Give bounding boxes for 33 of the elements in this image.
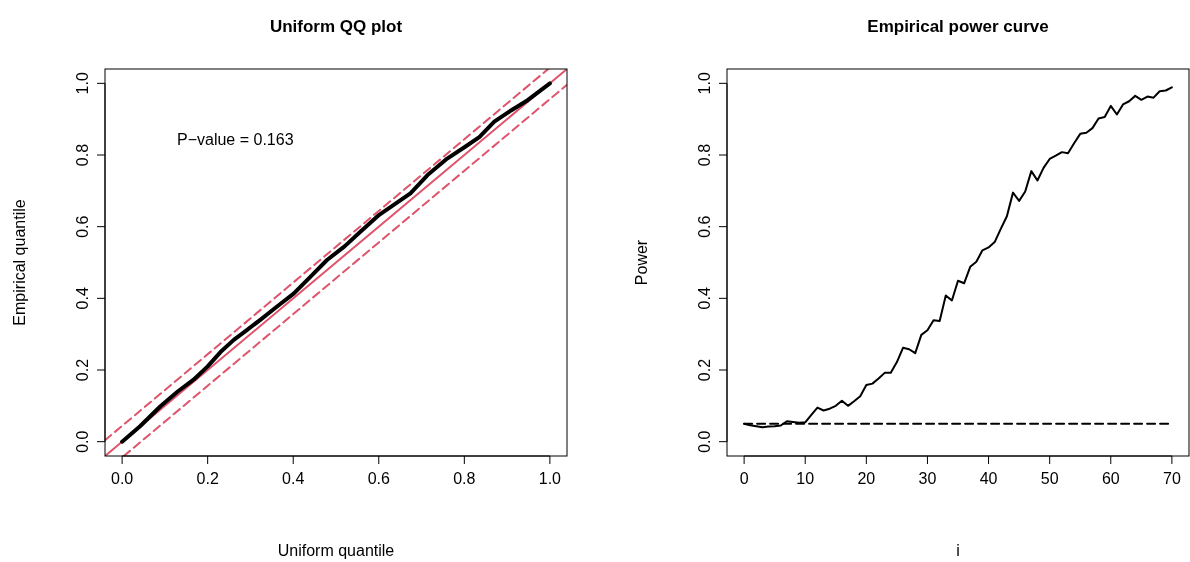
x-axis-title: i [956, 542, 960, 559]
y-axis-title: Empirical quantile [11, 199, 28, 326]
y-tick-label: 0.6 [74, 215, 91, 238]
x-tick-label: 0.0 [110, 470, 134, 487]
y-tick-label: 1.0 [696, 72, 713, 95]
x-tick-label: 60 [1101, 470, 1120, 487]
y-tick-label: 0.2 [74, 358, 91, 382]
y-axis-title: Power [633, 239, 650, 286]
chart-title: Uniform QQ plot [269, 17, 403, 36]
y-tick-label: 0.8 [74, 143, 91, 167]
y-tick-label: 0.0 [74, 430, 91, 453]
x-tick-label: 0.2 [196, 470, 219, 487]
y-tick-label: 0.8 [696, 143, 713, 167]
y-tick-label: 0.2 [696, 358, 713, 382]
x-tick-label: 1.0 [538, 470, 562, 487]
y-tick-label: 0.6 [696, 215, 713, 238]
x-tick-label: 50 [1040, 470, 1059, 487]
x-tick-label: 0.6 [367, 470, 390, 487]
x-tick-label: 0 [739, 470, 749, 487]
y-tick-label: 0.0 [696, 430, 713, 453]
x-tick-label: 0.8 [453, 470, 476, 487]
x-tick-label: 20 [857, 470, 876, 487]
y-tick-label: 0.4 [696, 287, 713, 310]
y-tick-label: 1.0 [74, 72, 91, 95]
y-tick-label: 0.4 [74, 287, 91, 310]
x-tick-label: 70 [1162, 470, 1181, 487]
x-tick-label: 40 [979, 470, 998, 487]
chart-title: Empirical power curve [867, 17, 1049, 36]
annotation: P−value = 0.163 [177, 131, 294, 148]
x-tick-label: 10 [796, 470, 815, 487]
x-tick-label: 30 [918, 470, 937, 487]
x-tick-label: 0.4 [282, 470, 305, 487]
x-axis-title: Uniform quantile [277, 542, 395, 559]
